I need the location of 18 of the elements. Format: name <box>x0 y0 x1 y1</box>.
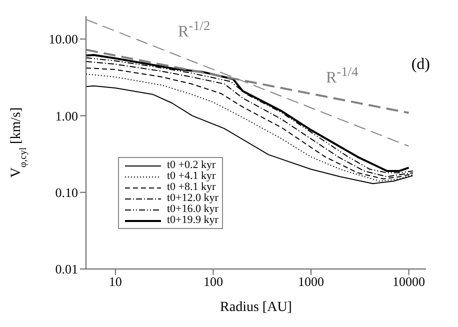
legend-label: t0+16.0 kyr <box>167 203 218 215</box>
legend-label: t0+12.0 kyr <box>167 192 218 204</box>
legend-label: t0+19.9 kyr <box>167 214 218 226</box>
annotation: R$^{-1/2}$ <box>178 18 210 42</box>
legend-label: t0 +0.2 kyr <box>167 159 216 171</box>
annotation: (d) <box>411 56 430 74</box>
x-axis-title: Radius [AU] <box>220 300 292 315</box>
annotation: R$^{-1/4}$ <box>326 64 358 88</box>
y-tick-label: 0.10 <box>55 184 78 200</box>
x-tick-label: 10 <box>108 274 122 290</box>
legend-label: t0 +8.1 kyr <box>167 181 216 193</box>
y-tick-label: 0.01 <box>55 262 78 277</box>
x-tick-label: 100 <box>203 274 223 290</box>
y-tick-label: 10.00 <box>48 32 78 47</box>
x-tick-label: 10000 <box>392 274 426 290</box>
legend-label: t0 +4.1 kyr <box>167 170 216 182</box>
y-tick-label: 1.00 <box>55 108 78 124</box>
x-tick-label: 1000 <box>298 274 324 290</box>
